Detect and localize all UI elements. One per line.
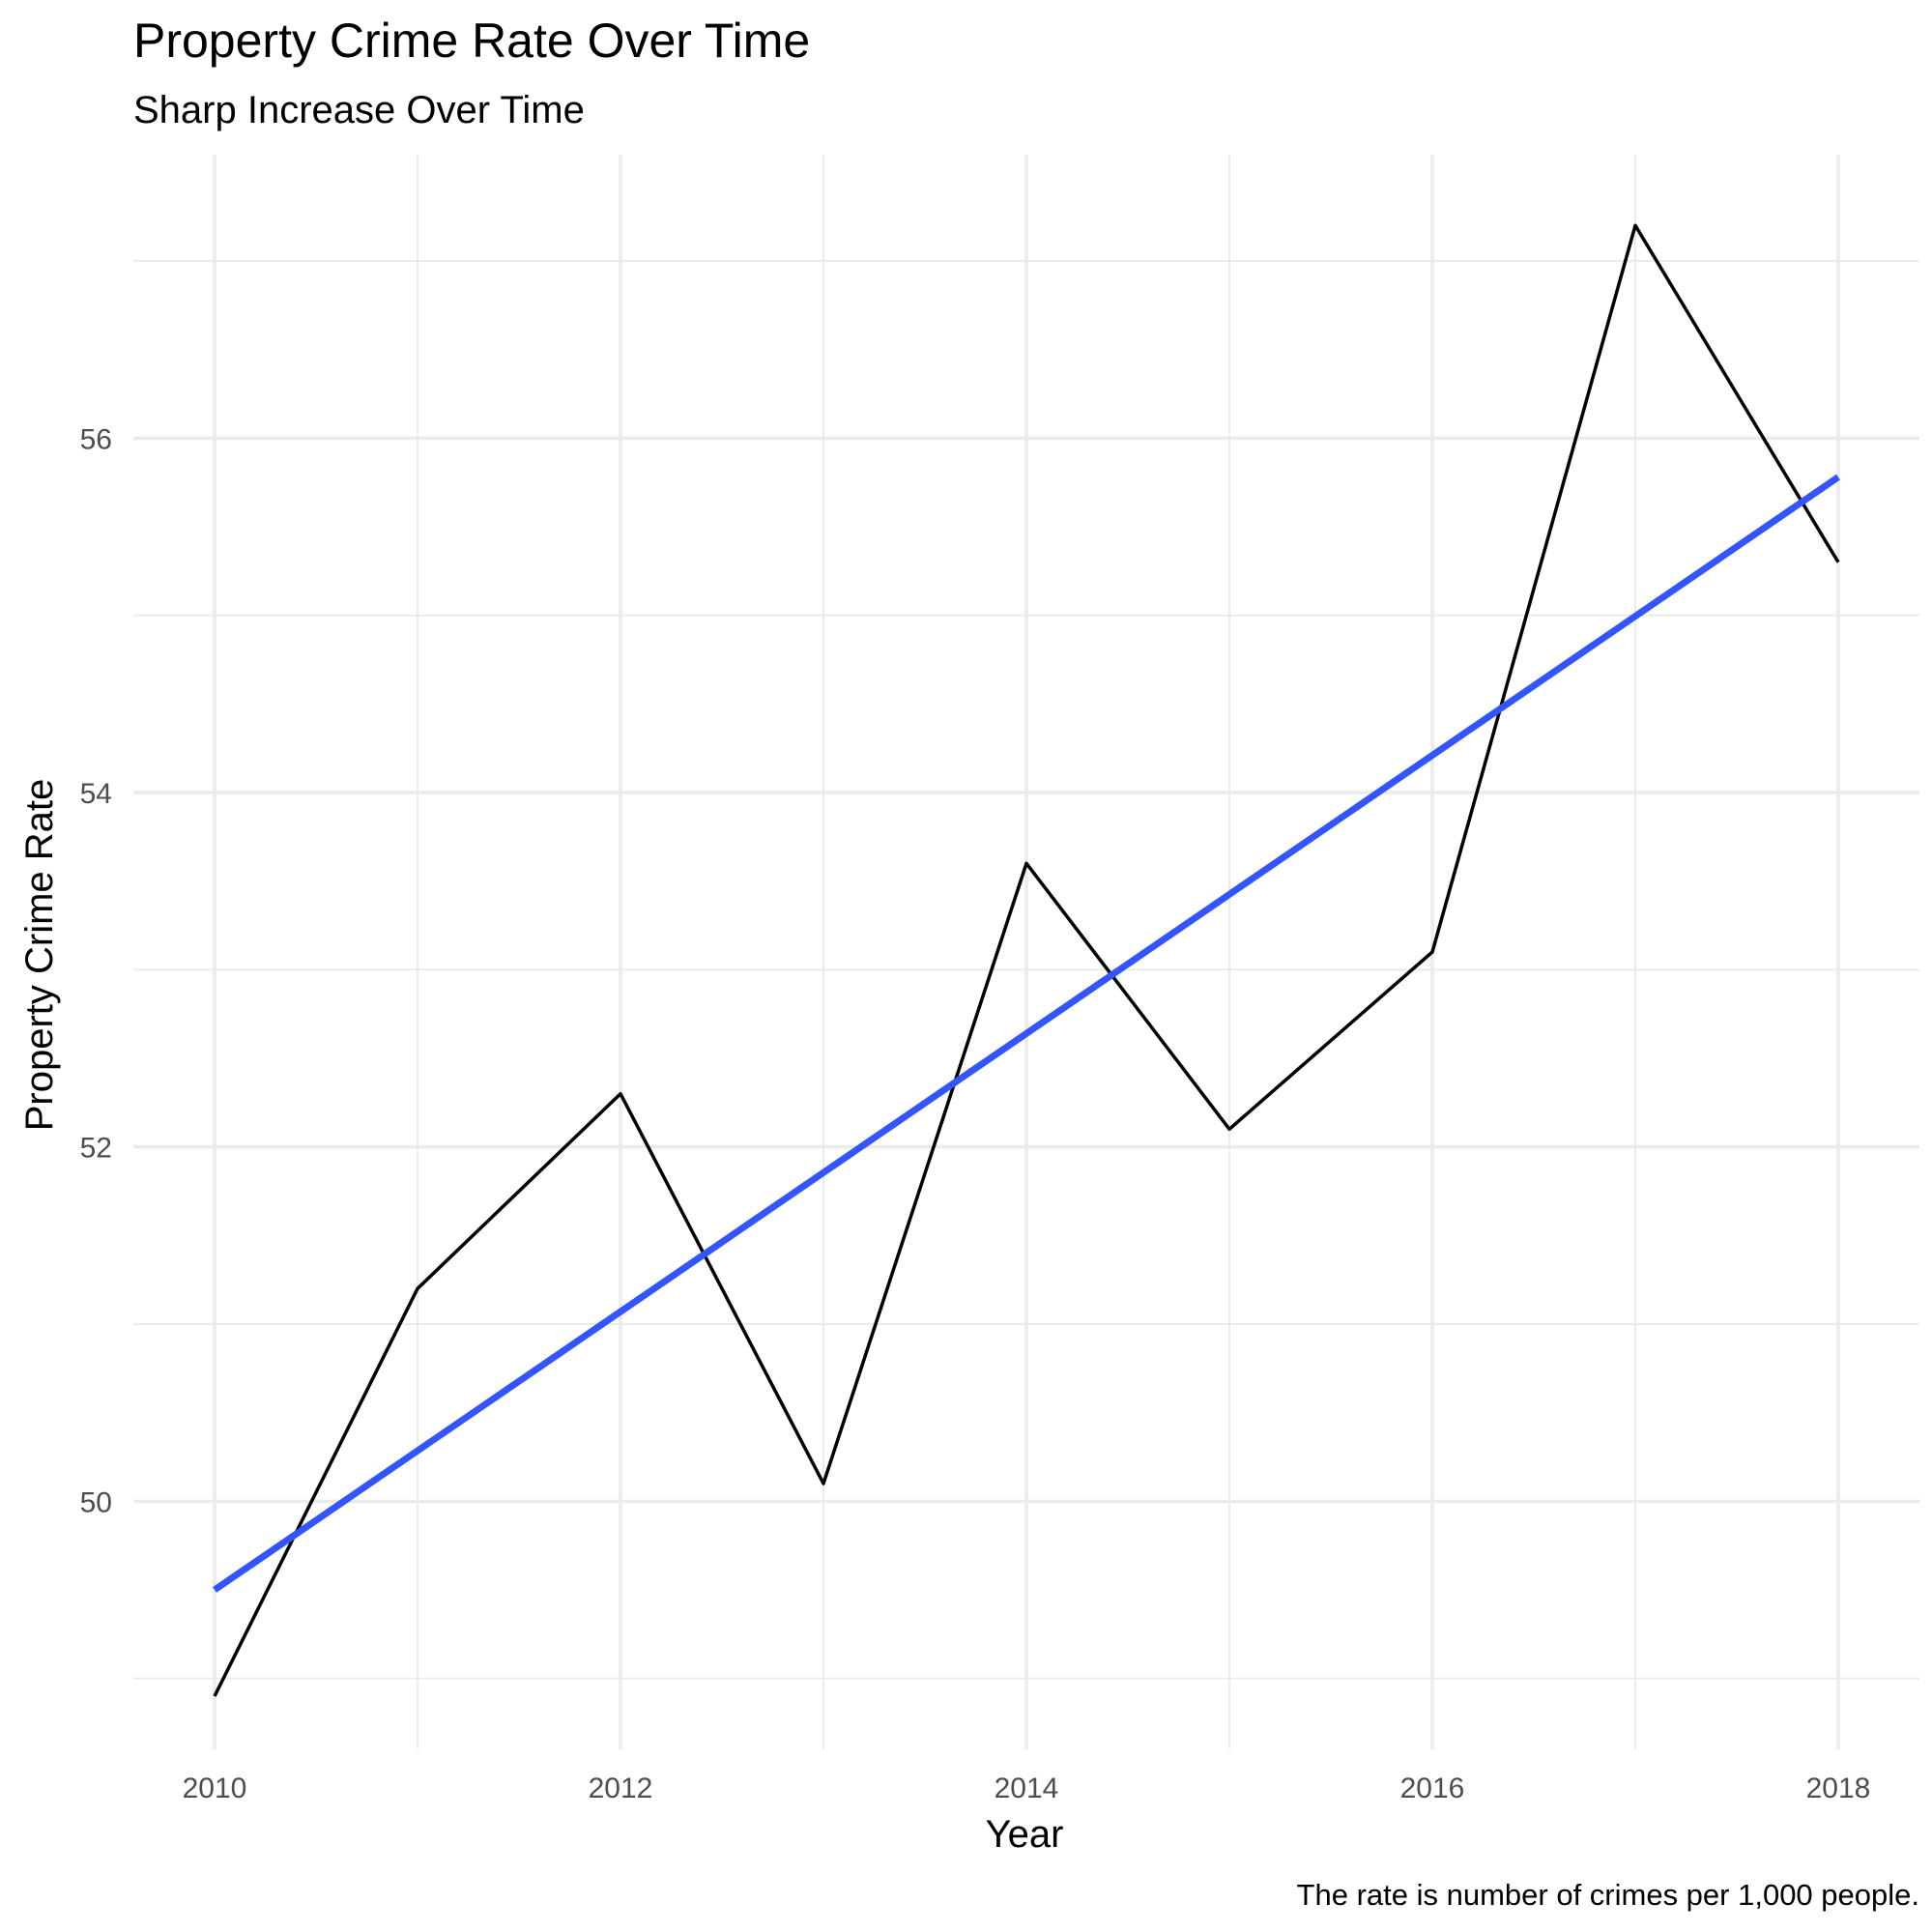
chart-title: Property Crime Rate Over Time (133, 14, 810, 68)
series-line (213, 223, 1840, 1697)
tick-labels: 2010 2012 2014 2016 2018 50 52 54 56 (80, 423, 1871, 1804)
y-tick-label: 56 (80, 423, 112, 455)
x-tick-label: 2010 (183, 1773, 247, 1804)
y-tick-label: 50 (80, 1486, 112, 1518)
x-tick-label: 2012 (589, 1773, 653, 1804)
plot-marks (213, 223, 1840, 1697)
trend-line (213, 474, 1840, 1593)
x-tick-label: 2016 (1400, 1773, 1465, 1804)
y-axis-title: Property Crime Rate (18, 779, 61, 1132)
x-tick-label: 2014 (995, 1773, 1059, 1804)
y-tick-label: 54 (80, 778, 112, 810)
chart-subtitle: Sharp Increase Over Time (133, 89, 585, 131)
x-tick-label: 2018 (1806, 1773, 1871, 1804)
x-axis-title: Year (986, 1813, 1064, 1856)
chart-caption: The rate is number of crimes per 1,000 p… (1297, 1878, 1919, 1912)
grid (133, 155, 1919, 1749)
y-tick-label: 52 (80, 1133, 112, 1165)
